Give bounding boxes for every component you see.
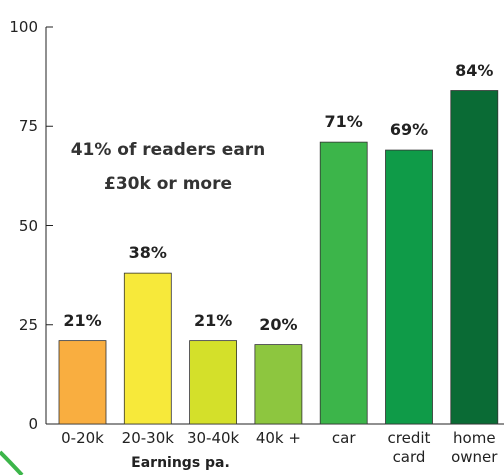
x-tick-label: home owner xyxy=(451,429,498,466)
x-tick-label: car xyxy=(331,429,356,447)
bar xyxy=(254,344,303,425)
bar xyxy=(450,90,499,425)
x-tick-label: 0-20k xyxy=(61,429,104,447)
bar xyxy=(123,272,172,425)
x-tick-label: 40k + xyxy=(255,429,301,447)
x-tick-label: 20-30k xyxy=(121,429,174,447)
value-label: 21% xyxy=(193,310,233,330)
decoration xyxy=(0,450,24,475)
y-tick-label: 50 xyxy=(18,216,38,235)
bar xyxy=(58,340,107,425)
value-label: 71% xyxy=(324,112,363,132)
bar xyxy=(189,340,238,425)
value-label: 20% xyxy=(259,314,298,334)
x-tick-label: credit card xyxy=(387,429,431,466)
annotation: 41% of readers earn £30k or more xyxy=(70,140,266,194)
bar xyxy=(385,149,433,425)
value-label: 84% xyxy=(455,60,494,80)
y-tick-label: 100 xyxy=(9,18,38,36)
y-tick-label: 75 xyxy=(18,117,38,136)
bar xyxy=(319,141,368,425)
value-label: 38% xyxy=(128,243,167,263)
x-axis-label: Earnings pa. xyxy=(131,455,230,471)
value-label: 69% xyxy=(389,120,429,140)
y-tick-label: 25 xyxy=(18,315,38,334)
value-label: 21% xyxy=(63,310,102,330)
y-tick-label: 0 xyxy=(28,415,38,433)
x-tick-label: 30-40k xyxy=(186,429,240,447)
